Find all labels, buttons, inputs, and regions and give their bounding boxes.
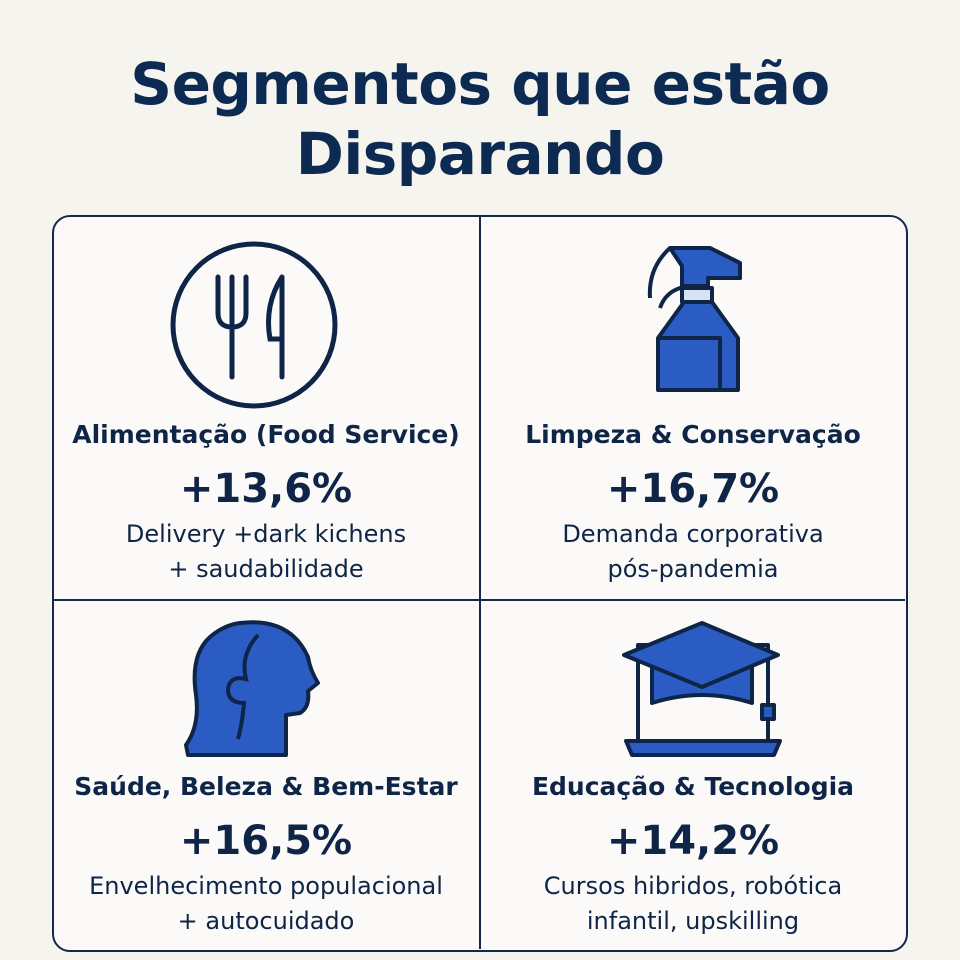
growth-rate: +16,7%: [606, 466, 780, 512]
description: infantil, upskilling: [586, 907, 800, 935]
description: + autocuidado: [177, 907, 355, 935]
growth-rate: +14,2%: [606, 818, 780, 864]
segment-name: Alimentação (Food Service): [72, 420, 460, 449]
education-icon: [622, 621, 782, 757]
food-icon: [170, 241, 338, 409]
description: Cursos hibridos, robótica: [543, 872, 843, 900]
divider: [53, 599, 905, 601]
segment-name: Saúde, Beleza & Bem-Estar: [74, 772, 458, 801]
segment-name: Limpeza & Conservação: [525, 420, 861, 449]
description: + saudabilidade: [168, 555, 364, 583]
title: Disparando: [295, 120, 665, 188]
description: Delivery +dark kichens: [125, 520, 407, 548]
title: Segmentos que estão: [130, 50, 830, 118]
divider: [479, 216, 481, 949]
description: Demanda corporativa: [562, 520, 824, 548]
segment-name: Educação & Tecnologia: [531, 772, 855, 801]
growth-rate: +16,5%: [179, 818, 353, 864]
cleaning-icon: [647, 246, 742, 392]
health-icon: [184, 620, 320, 757]
description: pós-pandemia: [607, 555, 779, 583]
description: Envelhecimento populacional: [89, 872, 443, 900]
growth-rate: +13,6%: [179, 466, 353, 512]
